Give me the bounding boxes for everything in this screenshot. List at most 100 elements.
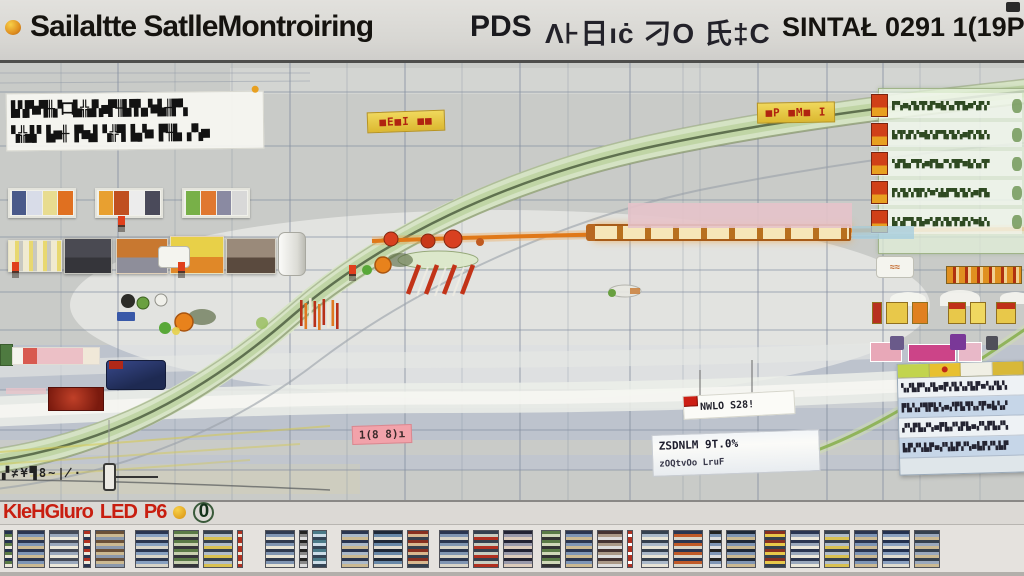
mini-icon[interactable] bbox=[986, 336, 998, 350]
signal-icon[interactable] bbox=[996, 302, 1016, 324]
toolbar-icon[interactable] bbox=[726, 530, 756, 568]
toolbar-icon[interactable] bbox=[407, 530, 429, 568]
alert-row-text: ▙▚▛▜▞▙■▚▛▞▙▜▚▛▞■▙▚ bbox=[892, 216, 990, 227]
depot-tile-red[interactable] bbox=[48, 387, 104, 411]
route-occupancy-dots[interactable] bbox=[383, 229, 484, 249]
platform-strip[interactable] bbox=[12, 347, 100, 365]
swatch-color bbox=[98, 191, 113, 215]
toolbar-icon[interactable] bbox=[790, 530, 820, 568]
status-indicator-icon bbox=[173, 505, 187, 519]
flag-marker bbox=[12, 262, 19, 278]
signal-icon[interactable] bbox=[948, 302, 966, 324]
warning-badge-left[interactable]: ■E■I ■■ bbox=[366, 109, 446, 134]
toolbar-icon[interactable] bbox=[627, 530, 633, 568]
list-panel: ▚▞▙▛▚▞▙■▛▞▙▚▞▙▛■▚▞▙▚ ▛▙▚▞▜▛▙▚■▞▛▙▜▚▞▛■▙▚▞… bbox=[896, 360, 1024, 476]
toolbar-icon[interactable] bbox=[83, 530, 91, 568]
swatch-group[interactable] bbox=[8, 188, 76, 218]
toolbar-icon[interactable] bbox=[641, 530, 669, 568]
train-alert-icon bbox=[871, 123, 888, 146]
toolbar-icon[interactable] bbox=[882, 530, 910, 568]
toolbar-icon[interactable] bbox=[473, 530, 499, 568]
toolbar-icon[interactable] bbox=[565, 530, 593, 568]
note-tag[interactable]: ≈≈ bbox=[876, 256, 914, 278]
dome-shape bbox=[1000, 292, 1024, 304]
toolbar-icon[interactable] bbox=[439, 530, 469, 568]
toolbar-icon[interactable] bbox=[299, 530, 308, 568]
platform-thin-strip bbox=[6, 388, 46, 394]
toolbar-icon[interactable] bbox=[854, 530, 878, 568]
depot-tile-blue[interactable] bbox=[106, 360, 166, 390]
warning-badge-right[interactable]: ■P ■M■ I bbox=[756, 101, 836, 124]
leaf-mark-icon bbox=[1012, 214, 1022, 229]
toolbar-icon[interactable] bbox=[597, 530, 623, 568]
toolbar-icon[interactable] bbox=[135, 530, 169, 568]
leaf-mark-icon bbox=[1012, 127, 1022, 142]
control-knob[interactable] bbox=[278, 232, 306, 276]
alert-panel: ▛▚■▞▙▜▚▛■▙▚▞▛▙■▚▛▞ ▙▜▚▛▞■▙▚▛▜▞▙▚■▛▞▙▚ ▚▛▙▞… bbox=[871, 88, 1024, 254]
alert-row[interactable]: ▛▚■▞▙▜▚▛■▙▚▞▛▙■▚▛▞ bbox=[871, 93, 1022, 118]
signal-icon[interactable] bbox=[872, 302, 882, 324]
station-tile[interactable] bbox=[158, 246, 190, 268]
mini-icon[interactable] bbox=[950, 334, 966, 350]
cargo-tile[interactable] bbox=[64, 238, 112, 274]
leaf-mark-icon bbox=[1012, 185, 1022, 200]
swatch-color bbox=[232, 191, 247, 215]
flag-marker bbox=[118, 216, 125, 232]
train-marker-c[interactable] bbox=[608, 284, 642, 298]
window-control-icon[interactable] bbox=[1006, 2, 1020, 12]
train-marker-b[interactable] bbox=[362, 253, 413, 275]
list-row[interactable]: ▙▛▞▚▙▛■▞▚▙▛▞▚■▙▛▞▚▙▛ bbox=[899, 435, 1024, 459]
swatch-color bbox=[216, 191, 231, 215]
platform-strip-segment bbox=[37, 348, 83, 364]
toolbar-icon[interactable] bbox=[95, 530, 125, 568]
magenta-tile[interactable] bbox=[908, 344, 956, 362]
toolbar-icon[interactable] bbox=[673, 530, 703, 568]
list-panel-rows: ▚▞▙▛▚▞▙■▛▞▙▚▞▙▛■▚▞▙▚ ▛▙▚▞▜▛▙▚■▞▛▙▜▚▞▛■▙▚▞… bbox=[897, 375, 1024, 459]
toolbar-icon[interactable] bbox=[341, 530, 369, 568]
toolbar-icon[interactable] bbox=[503, 530, 533, 568]
mini-icon[interactable] bbox=[890, 336, 904, 350]
signal-icon[interactable] bbox=[912, 302, 928, 324]
signal-tick-cluster bbox=[300, 298, 339, 330]
toolbar-icon[interactable] bbox=[4, 530, 13, 568]
swatch-group[interactable] bbox=[182, 188, 250, 218]
alert-row-text: ▛▚■▞▙▜▚▛■▙▚▞▛▙■▚▛▞ bbox=[892, 100, 990, 111]
title-status-code: SINTAŁ 0291 1(19P bbox=[782, 12, 1024, 42]
status-device-type: LED bbox=[99, 500, 138, 523]
slider-knob[interactable] bbox=[103, 463, 116, 491]
window-title: Sailaltte SatlleMontroiring bbox=[30, 10, 374, 43]
toolbar-icon[interactable] bbox=[17, 530, 45, 568]
swatch-color bbox=[201, 191, 216, 215]
alert-row-text: ▚▛▙▞▜▚■▛▙▞▚▜▛■▙▚▞▛ bbox=[892, 158, 990, 169]
signal-icon[interactable] bbox=[886, 302, 908, 324]
header-segment bbox=[897, 363, 930, 378]
depot-tile-flag bbox=[109, 361, 123, 369]
header-segment bbox=[992, 361, 1024, 376]
toolbar-icon[interactable] bbox=[914, 530, 940, 568]
train-marker-a[interactable] bbox=[159, 309, 216, 335]
toolbar-icon[interactable] bbox=[541, 530, 561, 568]
diagram-canvas bbox=[0, 63, 1024, 500]
mini-blue-label bbox=[117, 312, 135, 321]
swatch-group[interactable] bbox=[95, 188, 163, 218]
toolbar-icon[interactable] bbox=[237, 530, 243, 568]
blue-zone-band bbox=[852, 226, 914, 239]
alert-row[interactable]: ▚▛▙▞▜▚■▛▙▞▚▜▛■▙▚▞▛ bbox=[871, 151, 1022, 176]
toolbar-icon[interactable] bbox=[824, 530, 850, 568]
train-marker-d[interactable] bbox=[256, 317, 268, 329]
toolbar-icon[interactable] bbox=[173, 530, 199, 568]
alert-row-text: ▛▞▙▚▜▛▞■▚▙▛▜▞▙▚■▛▙ bbox=[892, 187, 990, 198]
toolbar-icon[interactable] bbox=[373, 530, 403, 568]
count-badge[interactable]: 1(8 8)ı bbox=[351, 423, 413, 446]
toolbar-icon[interactable] bbox=[312, 530, 327, 568]
cargo-tile[interactable] bbox=[226, 238, 276, 274]
alert-row[interactable]: ▛▞▙▚▜▛▞■▚▙▛▜▞▙▚■▛▙ bbox=[871, 180, 1022, 205]
toolbar-icon[interactable] bbox=[764, 530, 786, 568]
station-indicator-dots bbox=[121, 293, 168, 310]
toolbar-icon[interactable] bbox=[49, 530, 79, 568]
toolbar-icon[interactable] bbox=[709, 530, 722, 568]
toolbar-icon[interactable] bbox=[203, 530, 233, 568]
alert-row[interactable]: ▙▜▚▛▞■▙▚▛▜▞▙▚■▛▞▙▚ bbox=[871, 122, 1022, 147]
toolbar-icon[interactable] bbox=[265, 530, 295, 568]
signal-icon[interactable] bbox=[970, 302, 986, 324]
